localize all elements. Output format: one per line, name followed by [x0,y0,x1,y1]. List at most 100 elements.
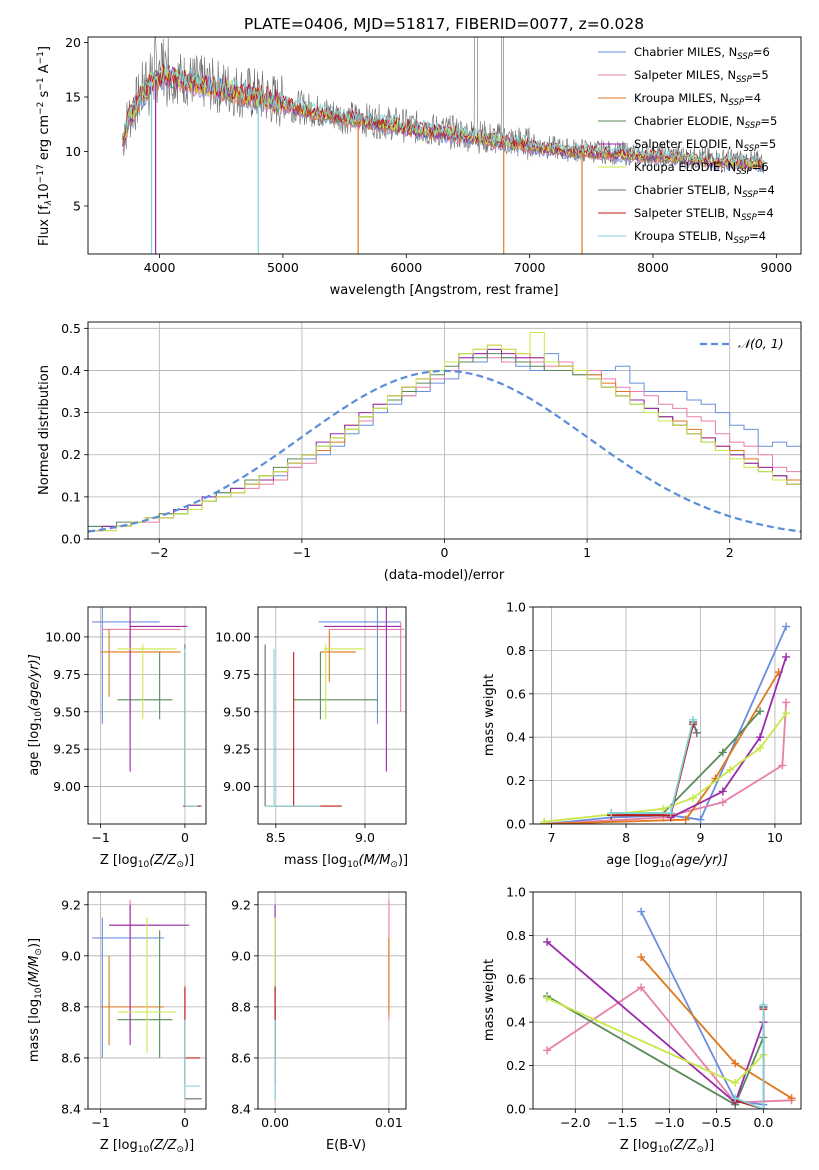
x-tick-label: −2 [150,545,168,560]
x-tick-label: 8 [622,830,630,845]
plot-area [258,892,406,1109]
legend-label: Kroupa MILES, NSSP=4 [634,91,761,108]
y-tick-label: 9.75 [53,667,81,682]
figure-title: PLATE=0406, MJD=51817, FIBERID=0077, z=0… [244,15,644,33]
x-tick-label: 9.0 [355,830,375,845]
y-tick-label: 10 [65,144,81,159]
data-layer [543,907,796,1109]
axes-frame [87,321,802,540]
plus-marker [782,652,791,661]
x-tick-label: 0 [181,1115,189,1130]
x-tick-label: 6000 [390,260,422,275]
y-axis-label: mass weight [482,959,497,1041]
axes-frame [257,606,407,825]
plus-marker [689,715,698,724]
plus-marker [731,1094,740,1103]
mass-weight-line [611,710,761,814]
x-tick-label: 0 [441,545,449,560]
y-tick-label: 0.4 [61,363,81,378]
plus-marker [731,1059,740,1068]
y-tick-label: 9.25 [223,742,251,757]
y-tick-label: 0.2 [61,447,81,462]
data-layer [92,899,202,1100]
y-tick-label: 8.6 [61,1050,81,1065]
y-tick-label: 0.6 [506,971,526,986]
y-axis-label: mass weight [482,674,497,756]
y-tick-label: 9.25 [53,742,81,757]
legend-label: Salpeter ELODIE, NSSP=5 [634,137,776,154]
y-tick-label: 15 [65,89,81,104]
plus-marker [718,748,727,757]
legend-label: 𝒩(0, 1) [738,336,784,351]
plus-marker [543,1046,552,1055]
mass-weight-vs-age-plot: 7 8 9 10 0.0 0.2 0.4 0.6 0.8 1.0 age [log10(age/yr… [482,600,802,870]
x-tick-label: −2.0 [560,1115,590,1130]
mass-vs-metallicity-plot: −1 0 8.4 8.6 8.8 9.0 9.2 Z [log10(Z/Z⊙)] mass [l… [27,891,207,1155]
plus-marker [782,698,791,707]
x-tick-label: −1 [91,830,109,845]
plus-marker [637,907,646,916]
x-tick-label: 9 [697,830,705,845]
mass-weight-line [544,671,780,824]
mass-weight-line [734,1004,765,1109]
y-tick-label: 0.2 [506,1058,526,1073]
x-axis-label: wavelength [Angstrom, rest frame] [330,283,559,298]
x-axis-label: age [log10(age/yr)] [606,853,728,870]
x-tick-label: 0.01 [375,1115,403,1130]
mass-vs-extinction-plot: 0.00 0.01 8.4 8.6 8.8 9.0 9.2 E(B-V) [231,891,407,1153]
plus-marker [543,994,552,1003]
spectrum-line [122,64,764,166]
x-tick-label: 4000 [144,260,176,275]
mass-weight-vs-metallicity-plot: −2.0 −1.5 −1.0 −0.5 0.0 0.0 0.2 0.4 0.6 0.8 1.0 Z [… [482,885,802,1155]
y-tick-label: 9.00 [53,779,81,794]
plot-area [88,607,206,824]
spectrum-plot: 4000 5000 6000 7000 8000 9000 5 10 15 20 Chabrier … [36,35,802,298]
plus-marker [681,815,690,824]
y-tick-label: 10.00 [45,629,81,644]
mass-weight-line [670,656,787,819]
y-tick-label: 9.2 [231,897,251,912]
y-tick-label: 0.2 [506,773,526,788]
mass-weight-line [611,719,694,814]
plot-area [258,607,406,824]
y-tick-label: 9.50 [223,704,251,719]
plus-marker [787,1094,796,1103]
y-tick-label: 9.0 [231,948,251,963]
x-tick-label: 9000 [760,260,792,275]
plus-marker [778,761,787,770]
axes-frame [87,891,207,1110]
x-tick-label: 8.5 [266,830,286,845]
x-axis-label: E(B-V) [326,1138,366,1153]
histogram-series [88,348,801,532]
x-tick-label: −0.5 [701,1115,731,1130]
axes-frame [257,891,407,1110]
data-layer [264,607,405,807]
y-axis-label: Normed distribution [37,365,52,495]
legend-label: Salpeter STELIB, NSSP=4 [634,206,774,223]
y-tick-label: 10.00 [215,629,251,644]
plus-marker [540,817,549,824]
residual-histogram-plot: −2 −1 0 1 2 0.0 0.1 0.2 0.3 0.4 0.5 𝒩(0, 1) (data-mo… [37,321,802,583]
plus-marker [689,793,698,802]
x-tick-label: 8000 [637,260,669,275]
data-layer [274,899,390,1099]
x-tick-label: 0.0 [753,1115,773,1130]
y-tick-label: 0.8 [506,643,526,658]
y-tick-label: 1.0 [506,600,526,615]
y-tick-label: 0.0 [506,1102,526,1117]
plus-marker [726,765,735,774]
y-tick-label: 8.4 [231,1102,251,1117]
plus-marker [759,1105,768,1109]
x-axis-label: Z [log10(Z/Z⊙)] [100,1138,194,1155]
plus-marker [782,622,791,631]
y-tick-label: 20 [65,35,81,50]
plus-marker [756,744,765,753]
y-tick-label: 0.0 [61,532,81,547]
plus-marker [718,798,727,807]
axes-frame [87,606,207,825]
x-tick-label: 0 [181,830,189,845]
y-tick-label: 9.50 [53,704,81,719]
plus-marker [718,787,727,796]
plus-marker [607,809,616,818]
y-tick-label: 8.4 [61,1102,81,1117]
